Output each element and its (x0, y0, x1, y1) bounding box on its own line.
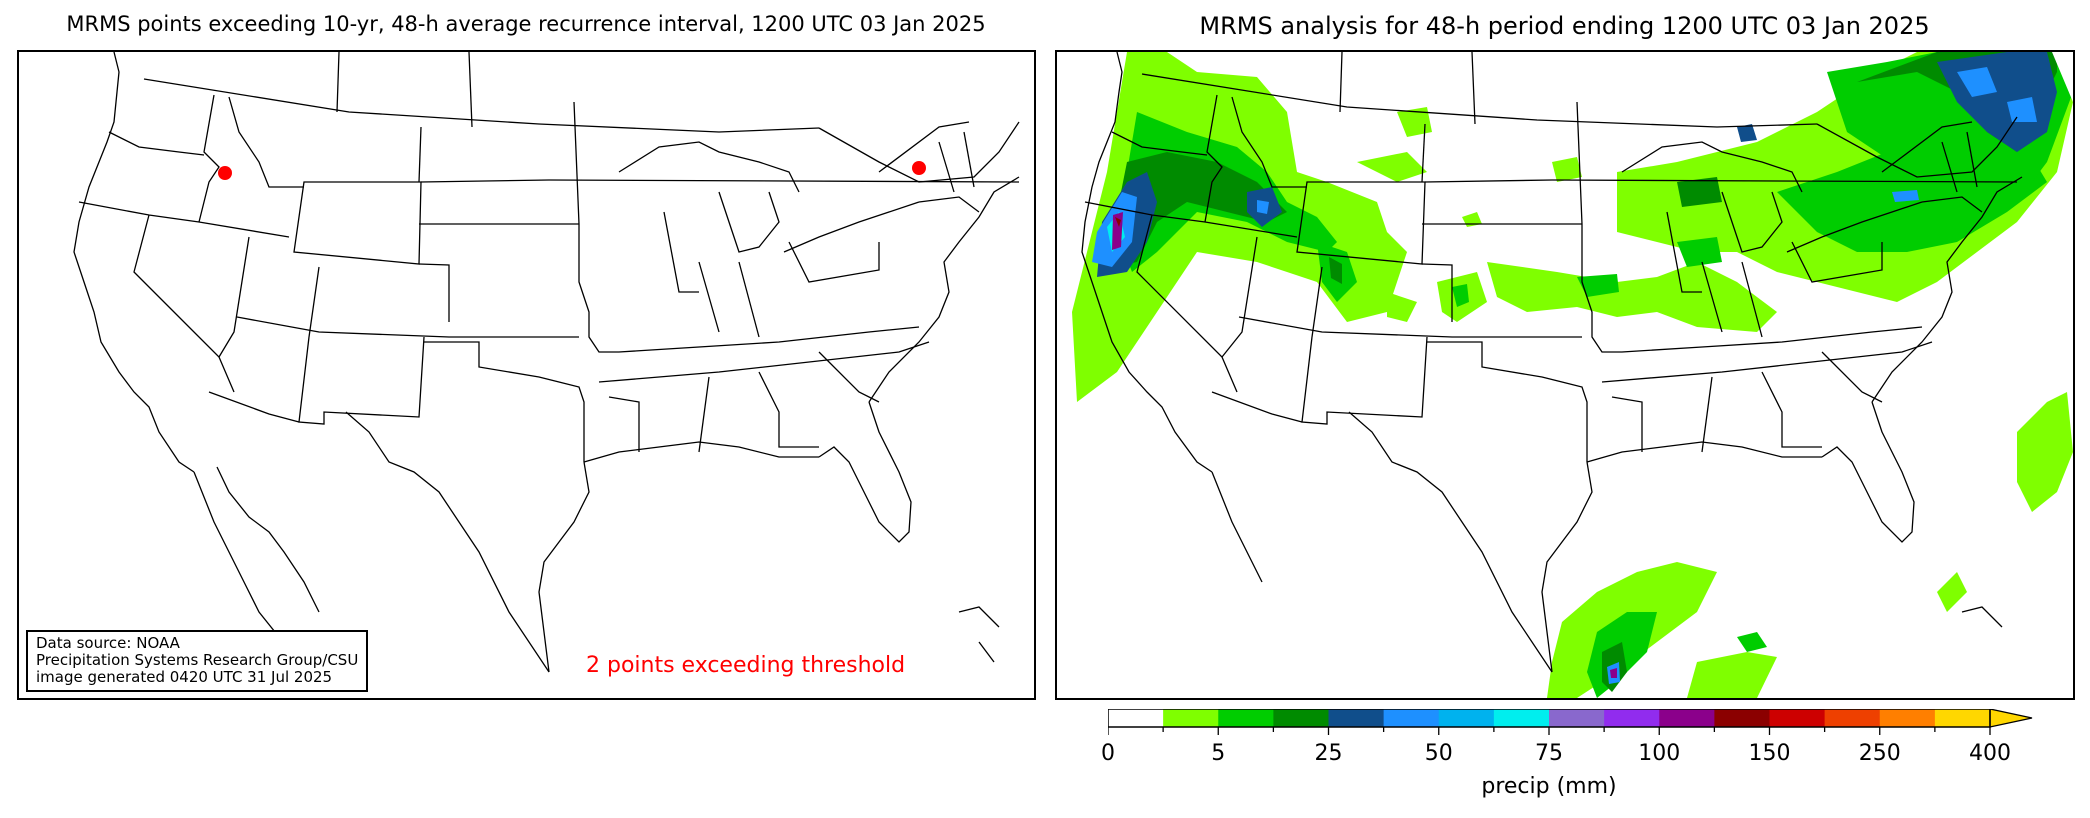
colorbar-tick-label: 250 (1858, 741, 1901, 766)
exceedance-point-idaho[interactable] (218, 166, 232, 180)
colorbar-tick-label: 5 (1211, 741, 1226, 766)
research-group-line: Precipitation Systems Research Group/CSU (36, 651, 359, 669)
data-source-box: Data source: NOAA Precipitation Systems … (26, 630, 369, 692)
precip-northeast (1487, 52, 2073, 332)
colorbar-cell (1824, 709, 1881, 727)
precip-analysis-panel (1055, 50, 2075, 700)
generated-time-line: image generated 0420 UTC 31 Jul 2025 (36, 668, 333, 686)
basemap-outline (73, 52, 1020, 673)
colorbar-tick-label: 150 (1748, 741, 1791, 766)
colorbar-tick-label: 0 (1101, 741, 1115, 766)
colorbar-cell (1273, 709, 1329, 727)
colorbar-cell (1163, 709, 1219, 727)
precip-field (1072, 52, 2073, 698)
colorbar-cell (1108, 709, 1164, 727)
colorbar-cell (1549, 709, 1605, 727)
colorbar-tick-label: 400 (1969, 741, 2011, 766)
colorbar-cell (1493, 709, 1550, 727)
colorbar-cell (1438, 709, 1495, 727)
colorbar-cell (1604, 709, 1660, 727)
exceedance-map-panel: Data source: NOAA Precipitation Systems … (17, 50, 1036, 700)
colorbar-cell (1328, 709, 1385, 727)
colorbar-tick-label: 75 (1535, 741, 1563, 766)
colorbar-cell (1218, 709, 1274, 727)
colorbar-label: precip (mm) (1481, 774, 1617, 799)
exceedance-point-new-york[interactable] (912, 161, 926, 175)
colorbar-cell (1879, 709, 1936, 727)
basemap-outline (1081, 52, 2023, 673)
colorbar-cell (1769, 709, 1826, 727)
exceedance-count-label: 2 points exceeding threshold (586, 653, 906, 678)
colorbar-tick-label: 25 (1314, 741, 1343, 766)
data-source-line: Data source: NOAA (36, 634, 180, 652)
colorbar-cell (1659, 709, 1715, 727)
precip-plains (1357, 107, 1582, 322)
colorbar-tick-label: 50 (1424, 741, 1453, 766)
precip-colorbar (1108, 709, 2033, 735)
colorbar-tick-label: 100 (1638, 741, 1681, 766)
colorbar-cell (1383, 709, 1440, 727)
right-map-title: MRMS analysis for 48-h period ending 120… (1199, 12, 1930, 40)
precip-gulf (1547, 392, 2073, 698)
colorbar-cell (1934, 709, 1991, 727)
colorbar-cell (1714, 709, 1770, 727)
left-map-title: MRMS points exceeding 10-yr, 48-h averag… (66, 12, 986, 36)
